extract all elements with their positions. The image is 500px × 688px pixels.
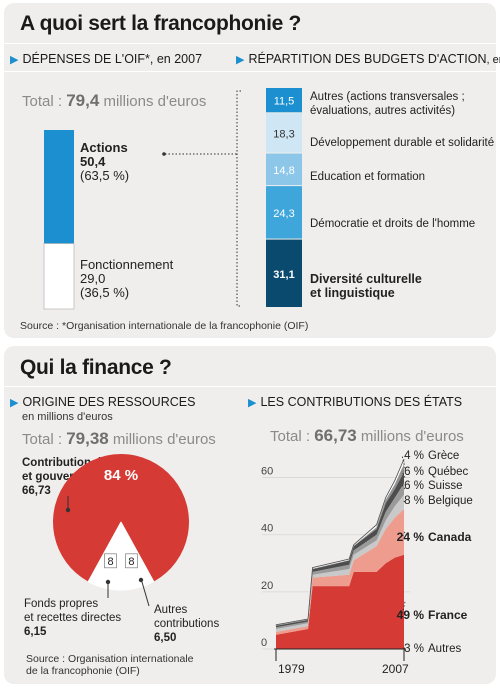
series-name-label: Autres <box>428 643 461 655</box>
series-name-label: Suisse <box>428 480 463 492</box>
pie-label-fonds: Fonds propres et recettes directes 6,15 <box>24 598 122 638</box>
budget-segment-1 <box>266 113 302 153</box>
series-percent-label: 6 % <box>404 480 424 492</box>
pie-small-box <box>104 553 117 569</box>
contributions-header: ▶ LES CONTRIBUTIONS DES ÉTATS <box>248 395 463 409</box>
budget-value-label: 24,3 <box>273 208 294 220</box>
total-contributions: Total : 66,73 millions d'euros <box>270 426 464 445</box>
label-leader <box>401 454 406 469</box>
triangle-icon: ▶ <box>10 54 19 66</box>
label-leader <box>401 470 406 478</box>
series-percent-label: 24 % <box>397 530 425 544</box>
series-percent-label: 4 % <box>404 450 424 462</box>
segment-label-developpement: Développement durable et solidarité <box>310 137 495 149</box>
budget-value-label: 11,5 <box>274 96 295 108</box>
resources-unit: en millions d'euros <box>22 411 113 423</box>
series-name-label: Belgique <box>428 495 473 507</box>
series-name-label: Grèce <box>428 450 459 462</box>
source-note-2: Source : Organisation internationale de … <box>26 653 194 677</box>
label-leader <box>401 601 406 616</box>
budget-segment-0 <box>266 88 302 113</box>
left-chart-header: ▶ DÉPENSES DE L'OIF*, en 2007 <box>10 52 203 66</box>
y-tick-label: 60 <box>261 466 273 478</box>
series-name-label: Québec <box>428 466 469 478</box>
fonctionnement-label: Fonctionnement 29,0 (36,5 %) <box>80 257 174 300</box>
label-leader <box>401 499 406 503</box>
budget-segment-4 <box>266 239 302 307</box>
total-ressources: Total : 79,38 millions d'euros <box>22 429 216 448</box>
pie-percent-label: 84 % <box>104 467 138 484</box>
source-note: Source : *Organisation internationale de… <box>20 320 309 332</box>
pie-connector-dot <box>65 507 71 513</box>
series-percent-label: 8 % <box>404 495 424 507</box>
section1-title: A quoi sert la francophonie ? <box>20 12 302 35</box>
series-percent-label: 3 % <box>404 643 424 655</box>
segment-label-education: Education et formation <box>310 171 426 183</box>
bar-segment-fonctionnement <box>43 243 75 310</box>
area-france <box>276 554 404 649</box>
label-leader <box>401 484 406 490</box>
resources-header: ▶ ORIGINE DES RESSOURCES <box>10 395 196 409</box>
segment-label-autres: Autres (actions transversales ; évaluati… <box>310 91 465 117</box>
chart-depenses-svg: 11,5 18,3 14,8 24,3 31,1 <box>43 88 302 310</box>
y-tick-label: 40 <box>261 523 273 535</box>
series-percent-label: 49 % <box>397 608 425 622</box>
triangle-icon: ▶ <box>10 397 19 409</box>
x-tick-label: 1979 <box>278 662 305 676</box>
y-tick-label: 0 <box>261 637 267 649</box>
budget-value-label: 18,3 <box>273 128 294 140</box>
segment-label-democratie: Démocratie et droits de l'homme <box>310 218 476 230</box>
pie-connector-dot <box>138 577 144 583</box>
pie-percent-label: 8 <box>128 556 134 568</box>
series-name-label: Canada <box>428 530 472 544</box>
budget-value-label: 31,1 <box>273 269 294 281</box>
pie-label-autres: Autres contributions 6,50 <box>154 604 220 644</box>
pie-connector-dot <box>105 579 111 585</box>
divider <box>4 71 496 72</box>
series-percent-label: 6 % <box>404 466 424 478</box>
bracket <box>236 90 241 307</box>
x-tick-label: 2007 <box>382 662 409 676</box>
segment-label-diversite: Diversité culturelle et linguistique <box>310 272 422 300</box>
triangle-icon: ▶ <box>236 54 245 66</box>
y-tick-label: 20 <box>261 580 273 592</box>
bar-segment-actions <box>44 130 74 244</box>
pie-slice-0 <box>53 454 190 582</box>
pie-small-box <box>125 553 138 569</box>
right-chart-header: ▶RÉPARTITION DES BUDGETS D'ACTION, en % <box>236 52 500 66</box>
connector-dot <box>162 152 166 156</box>
pie-connector <box>141 581 150 607</box>
budget-segment-2 <box>266 153 302 186</box>
chart-financement-svg: 84 % 8 8 0 20 40 60 1979 2007 49 % France 24 % Canad… <box>53 450 473 676</box>
section2-title: Qui la finance ? <box>20 356 172 379</box>
panel-financement: Qui la finance ? ▶ ORIGINE DES RESSOURCES… <box>4 346 496 684</box>
label-leader <box>401 531 406 538</box>
triangle-icon: ▶ <box>248 397 257 409</box>
actions-label: Actions 50,4 (63,5 %) <box>80 140 130 183</box>
pie-percent-label: 8 <box>107 556 113 568</box>
panel-depenses: A quoi sert la francophonie ? ▶ DÉPENSES … <box>4 3 500 338</box>
series-name-label: France <box>428 608 468 622</box>
divider <box>4 386 496 387</box>
divider <box>4 43 496 44</box>
budget-segment-3 <box>266 186 302 239</box>
area-total-outline <box>275 458 405 626</box>
total-depenses: Total : 79,4 millions d'euros <box>22 91 207 110</box>
budget-value-label: 14,8 <box>273 165 294 177</box>
